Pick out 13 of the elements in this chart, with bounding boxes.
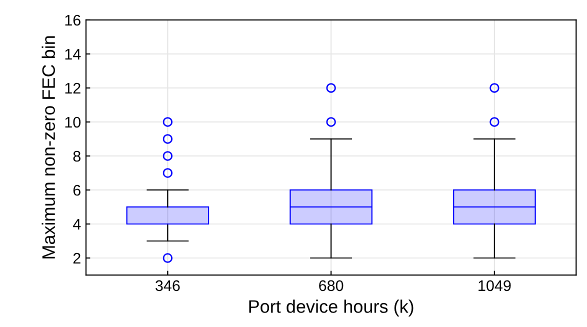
y-axis-title: Maximum non-zero FEC bin <box>42 36 56 258</box>
x-tick-label: 680 <box>319 280 344 292</box>
x-tick-label: 346 <box>156 280 180 292</box>
y-tick-label: 2 <box>73 252 80 264</box>
y-tick-label: 14 <box>65 48 81 60</box>
x-axis-title: Port device hours (k) <box>249 300 414 316</box>
y-tick-label: 10 <box>65 116 81 128</box>
y-tick-label: 8 <box>73 150 80 162</box>
y-tick-label: 16 <box>65 14 80 26</box>
y-tick-label: 4 <box>72 219 81 230</box>
y-tick-label: 6 <box>73 184 80 196</box>
x-tick-label: 1049 <box>478 280 511 292</box>
y-tick-label: 12 <box>65 82 80 94</box>
